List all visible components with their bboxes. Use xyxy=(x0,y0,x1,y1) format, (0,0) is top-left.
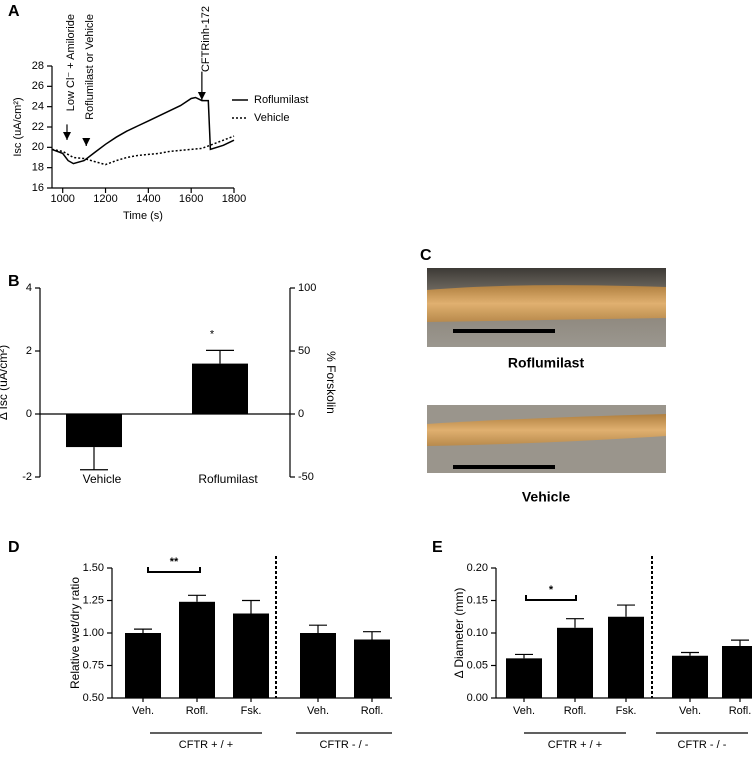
y-tick-label: 100 xyxy=(298,282,316,294)
panel-label: A xyxy=(8,3,20,20)
y-tick-label: 16 xyxy=(32,182,44,194)
x-tick-label: Rofl. xyxy=(186,705,209,717)
x-tick-label: Fsk. xyxy=(241,705,262,717)
x-tick-label: Roflumilast xyxy=(198,472,258,486)
group-label: CFTR - / - xyxy=(320,739,369,751)
legend-label: Vehicle xyxy=(254,112,289,124)
y-tick-label: 0.50 xyxy=(83,692,104,704)
panel-label: B xyxy=(8,273,20,290)
y-tick-label: 26 xyxy=(32,80,44,92)
significance: * xyxy=(210,328,215,340)
series-line xyxy=(51,96,235,165)
y-axis-title: Δ Diameter (mm) xyxy=(452,588,466,679)
x-tick-label: Vehicle xyxy=(83,472,122,486)
y-tick-label: 0.75 xyxy=(83,659,104,671)
x-tick-label: 1200 xyxy=(93,193,117,205)
annotation: CFTRinh-172 xyxy=(200,6,212,72)
y-tick-label: 22 xyxy=(32,121,44,133)
y-tick-label: 0 xyxy=(298,408,304,420)
panel-label: D xyxy=(8,539,20,556)
significance: ** xyxy=(170,556,179,568)
photo-panel: C Roflumilast Vehicle xyxy=(420,247,666,505)
y-tick-label: 0.15 xyxy=(467,594,488,606)
y-tick-label: -2 xyxy=(22,471,32,483)
x-tick-label: Veh. xyxy=(513,705,535,717)
scale-bar xyxy=(453,465,555,469)
x-tick-label: Rofl. xyxy=(361,705,384,717)
y-tick-label: 18 xyxy=(32,162,44,174)
y-tick-label: 0.00 xyxy=(467,692,488,704)
y-tick-label: 0.05 xyxy=(467,659,488,671)
y-tick-label: 50 xyxy=(298,345,310,357)
bar xyxy=(192,363,248,414)
annotation: Low Cl⁻ + Amiloride xyxy=(65,14,77,111)
significance-bracket xyxy=(147,567,201,573)
x-tick-label: 1800 xyxy=(222,193,246,205)
y-tick-label: 0 xyxy=(26,408,32,420)
bar xyxy=(300,633,336,698)
significance: * xyxy=(549,584,554,596)
bar xyxy=(179,601,215,698)
x-tick-label: 1400 xyxy=(136,193,160,205)
panel-label: E xyxy=(432,539,443,556)
x-tick-label: 1600 xyxy=(179,193,203,205)
arrow-head xyxy=(197,92,206,100)
x-tick-label: Rofl. xyxy=(729,705,752,717)
photo-caption: Roflumilast xyxy=(508,355,585,371)
x-tick-label: Veh. xyxy=(679,705,701,717)
y-axis-title: Relative wet/dry ratio xyxy=(68,577,82,689)
y-tick-label: 4 xyxy=(26,282,32,294)
bar xyxy=(506,658,542,698)
x-tick-label: Rofl. xyxy=(564,705,587,717)
bar xyxy=(722,646,752,698)
y-tick-label: 1.25 xyxy=(83,594,104,606)
series-line xyxy=(51,135,235,166)
x-tick-label: Veh. xyxy=(307,705,329,717)
annotation: Roflumilast or Vehicle xyxy=(84,14,96,120)
y-tick-label: 24 xyxy=(32,101,44,113)
y-tick-label: 2 xyxy=(26,345,32,357)
y-tick-label: 28 xyxy=(32,60,44,72)
group-label: CFTR - / - xyxy=(678,739,727,751)
y-tick-label: 20 xyxy=(32,141,44,153)
y-tick-label: -50 xyxy=(298,471,314,483)
bar xyxy=(233,613,269,698)
bar xyxy=(557,627,593,698)
bar xyxy=(608,616,644,698)
arrow-head xyxy=(62,132,71,140)
x-tick-label: 1000 xyxy=(50,193,74,205)
photo-caption: Vehicle xyxy=(522,489,570,505)
scale-bar xyxy=(453,329,555,333)
bar xyxy=(66,414,122,448)
bar xyxy=(672,655,708,698)
significance-bracket xyxy=(525,595,577,601)
bar xyxy=(125,633,161,698)
y-tick-label: 0.10 xyxy=(467,627,488,639)
y2-axis-title: % Forskolin xyxy=(324,351,338,414)
bar xyxy=(354,639,390,698)
arrow-head xyxy=(82,138,91,146)
legend-label: Roflumilast xyxy=(254,94,308,106)
x-tick-label: Veh. xyxy=(132,705,154,717)
group-label: CFTR + / + xyxy=(548,739,602,751)
y-tick-label: 1.50 xyxy=(83,562,104,574)
x-tick-label: Fsk. xyxy=(616,705,637,717)
group-label: CFTR + / + xyxy=(179,739,233,751)
photo-tube xyxy=(427,414,666,446)
y-axis-title: Isc (uA/cm²) xyxy=(12,97,24,156)
photo-tube xyxy=(427,285,666,322)
y-axis-title: Δ Isc (uA/cm²) xyxy=(0,345,10,420)
y-tick-label: 1.00 xyxy=(83,627,104,639)
y-tick-label: 0.20 xyxy=(467,562,488,574)
panel-label: C xyxy=(420,247,432,264)
x-axis-title: Time (s) xyxy=(123,210,163,222)
